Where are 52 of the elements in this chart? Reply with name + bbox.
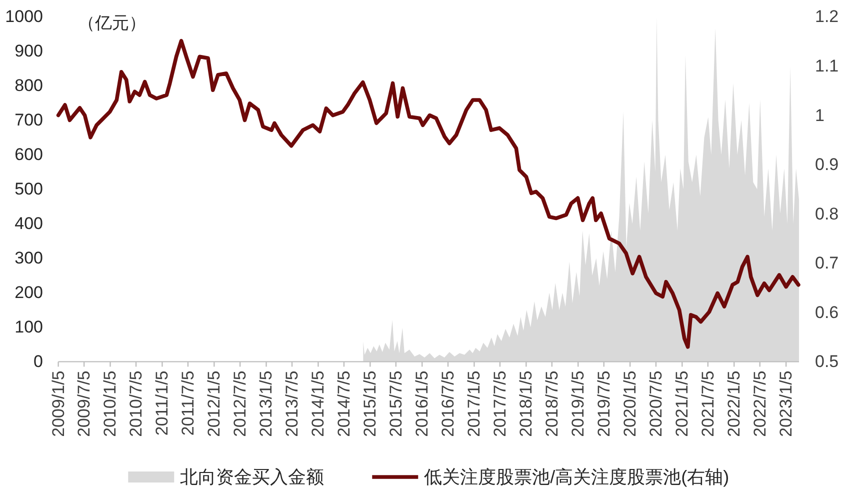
x-tick-label: 2021/7/5	[698, 370, 718, 437]
y2-tick-label: 1	[815, 106, 824, 125]
y-tick-label: 300	[14, 248, 43, 268]
x-tick-label: 2020/7/5	[646, 370, 666, 437]
x-tick-label: 2012/1/5	[204, 370, 224, 437]
x-tick-label: 2015/7/5	[386, 370, 406, 437]
y2-tick-label: 0.8	[815, 204, 839, 224]
x-tick-label: 2016/1/5	[412, 370, 432, 437]
y-tick-label: 200	[14, 283, 43, 302]
x-tick-label: 2011/7/5	[178, 370, 198, 436]
y-tick-label: 0	[34, 352, 43, 372]
y-tick-label: 600	[14, 145, 43, 164]
x-tick-label: 2011/1/5	[152, 370, 172, 436]
x-tick-label: 2018/1/5	[516, 370, 536, 437]
y2-tick-label: 0.6	[815, 302, 839, 322]
y-tick-label: 900	[14, 42, 43, 61]
x-tick-label: 2022/1/5	[724, 370, 744, 437]
x-tick-label: 2021/1/5	[672, 370, 692, 437]
x-tick-label: 2017/7/5	[490, 370, 510, 437]
x-tick-label: 2022/7/5	[750, 370, 770, 437]
x-tick-label: 2009/1/5	[48, 370, 68, 437]
legend: 北向资金买入金额 低关注度股票池/高关注度股票池(右轴)	[128, 467, 730, 487]
x-tick-label: 2013/1/5	[256, 370, 276, 437]
x-tick-label: 2015/1/5	[360, 370, 380, 437]
x-tick-label: 2014/7/5	[334, 370, 354, 437]
y2-tick-label: 0.5	[815, 352, 839, 372]
y2-tick-label: 0.7	[815, 254, 839, 273]
y2-tick-label: 1.2	[815, 7, 839, 26]
x-tick-label: 2018/7/5	[542, 370, 562, 437]
y-tick-label: 1000	[5, 7, 43, 26]
x-tick-label: 2019/1/5	[568, 370, 588, 437]
x-tick-label: 2023/1/5	[776, 370, 796, 437]
legend-label: 低关注度股票池/高关注度股票池(右轴)	[424, 467, 730, 487]
x-tick-label: 2012/7/5	[230, 370, 250, 437]
x-tick-label: 2019/7/5	[594, 370, 614, 437]
y2-tick-label: 0.9	[815, 155, 839, 174]
x-tick-label: 2016/7/5	[438, 370, 458, 437]
x-tick-label: 2013/7/5	[282, 370, 302, 437]
x-tick-label: 2010/7/5	[126, 370, 146, 437]
legend-label: 北向资金买入金额	[180, 467, 324, 487]
y-tick-label: 400	[14, 214, 43, 234]
y-tick-label: 100	[14, 318, 43, 337]
y-tick-label: 800	[14, 76, 43, 96]
x-tick-label: 2020/1/5	[620, 370, 640, 437]
y-tick-label: 700	[14, 110, 43, 130]
x-tick-label: 2017/1/5	[464, 370, 484, 437]
ylabel: （亿元）	[78, 14, 146, 32]
y-tick-label: 500	[14, 180, 43, 199]
x-tick-label: 2014/1/5	[308, 370, 328, 437]
x-tick-label: 2009/7/5	[74, 370, 94, 437]
x-tick-label: 2010/1/5	[100, 370, 120, 437]
y2-tick-label: 1.1	[815, 56, 839, 76]
